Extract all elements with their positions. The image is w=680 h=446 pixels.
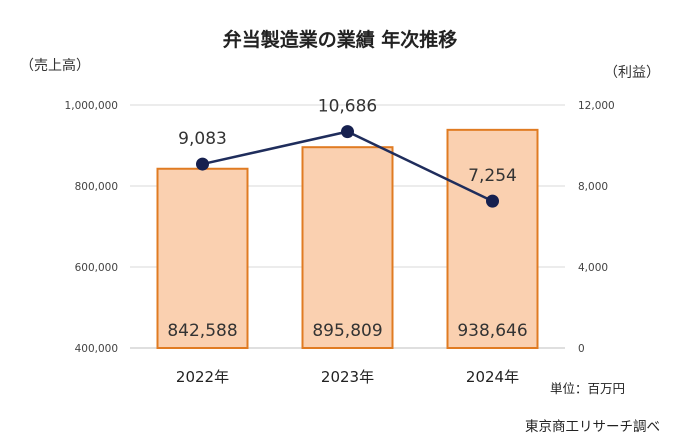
- bar: [446, 128, 539, 349]
- x-tick-label: 2022年: [176, 368, 229, 386]
- bar-data-label: 842,588: [167, 321, 237, 341]
- y-left-tick-label: 400,000: [75, 343, 118, 355]
- profit-point: [341, 125, 354, 139]
- y-right-tick-labels: 0 4,000 8,000 12,000: [578, 100, 615, 355]
- profit-data-label: 7,254: [468, 166, 517, 186]
- source-note: 東京商工リサーチ調べ: [525, 419, 660, 435]
- profit-point: [196, 157, 209, 171]
- bar-series: 842,588 895,809 938,646: [156, 128, 539, 349]
- bar: [156, 167, 249, 349]
- y-right-tick-label: 0: [578, 343, 585, 355]
- unit-note: 単位：百万円: [550, 381, 625, 396]
- x-tick-label: 2023年: [321, 368, 374, 386]
- y-right-tick-label: 8,000: [578, 181, 608, 193]
- y-left-tick-label: 1,000,000: [65, 100, 118, 112]
- y-right-axis-label: （利益）: [604, 65, 660, 81]
- y-left-axis-label: （売上高）: [20, 57, 90, 74]
- bar-data-label: 938,646: [457, 321, 527, 341]
- y-left-tick-labels: 400,000 600,000 800,000 1,000,000: [65, 100, 118, 355]
- profit-point: [486, 194, 499, 208]
- x-tick-labels: 2022年 2023年 2024年: [176, 368, 519, 386]
- y-left-tick-label: 800,000: [75, 181, 118, 193]
- y-left-tick-label: 600,000: [75, 262, 118, 274]
- y-right-tick-label: 12,000: [578, 100, 615, 112]
- profit-data-label: 9,083: [178, 129, 227, 149]
- profit-data-label: 10,686: [318, 97, 377, 117]
- x-tick-label: 2024年: [466, 368, 519, 386]
- chart-title: 弁当製造業の業績 年次推移: [223, 28, 458, 51]
- line-series: 9,083 10,686 7,254: [178, 97, 517, 208]
- bar: [301, 146, 394, 349]
- y-right-tick-label: 4,000: [578, 262, 608, 274]
- bar-data-label: 895,809: [312, 321, 382, 341]
